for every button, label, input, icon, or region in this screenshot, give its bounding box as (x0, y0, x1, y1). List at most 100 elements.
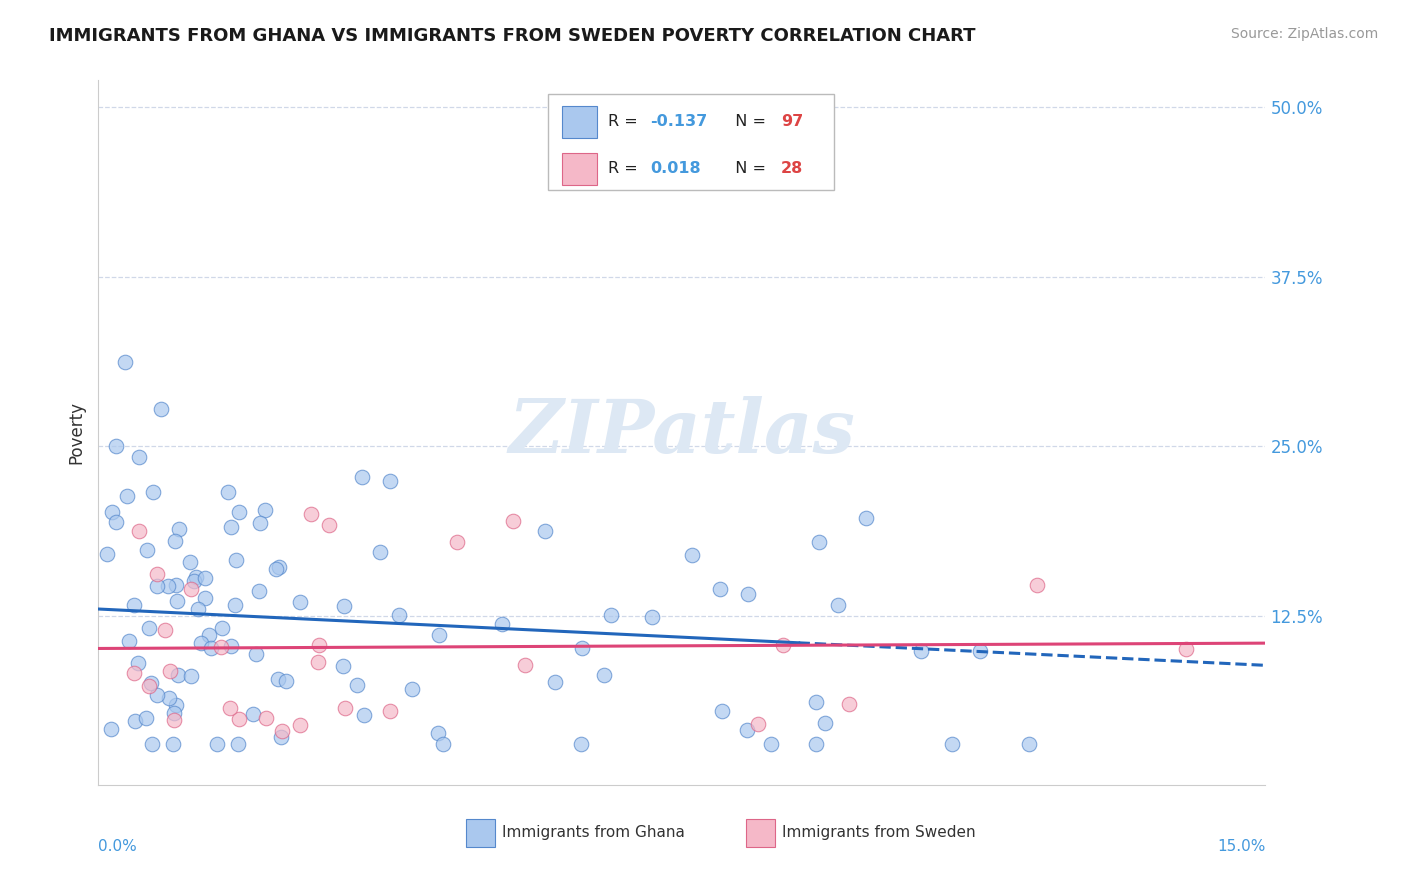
Text: R =: R = (609, 114, 644, 128)
Point (207, 737, 229, 751)
Point (165, 578, 187, 592)
Y-axis label: Poverty: Poverty (67, 401, 86, 464)
Point (184, 570, 207, 584)
Point (515, 657, 537, 672)
Point (332, 658, 354, 673)
Point (270, 731, 292, 745)
Point (307, 655, 329, 669)
Point (534, 524, 557, 538)
Text: N =: N = (725, 161, 772, 177)
Point (254, 711, 277, 725)
Point (401, 682, 423, 697)
Point (807, 535, 830, 549)
Point (163, 706, 186, 721)
Point (299, 507, 322, 521)
Point (806, 694, 828, 708)
Point (228, 505, 250, 519)
Point (681, 548, 703, 562)
Point (368, 545, 391, 559)
Bar (465, 819, 495, 847)
Text: 0.018: 0.018 (651, 161, 702, 177)
Point (211, 640, 233, 654)
Text: R =: R = (609, 161, 644, 177)
Text: 28: 28 (782, 161, 803, 177)
Text: IMMIGRANTS FROM GHANA VS IMMIGRANTS FROM SWEDEN POVERTY CORRELATION CHART: IMMIGRANTS FROM GHANA VS IMMIGRANTS FROM… (49, 27, 976, 45)
Point (1018, 737, 1040, 751)
Point (167, 522, 190, 536)
Point (136, 543, 159, 558)
Point (105, 439, 128, 453)
Point (150, 401, 173, 416)
Point (163, 713, 186, 727)
Point (432, 737, 454, 751)
Bar (548, 95, 834, 189)
Point (138, 621, 160, 635)
Point (146, 579, 169, 593)
Point (211, 621, 233, 635)
Point (228, 712, 250, 726)
Point (569, 737, 592, 751)
Point (427, 628, 450, 642)
Point (502, 514, 524, 528)
Point (388, 607, 411, 622)
Point (165, 698, 187, 713)
Point (218, 701, 240, 715)
Point (166, 594, 188, 608)
Point (224, 599, 246, 613)
Point (353, 708, 375, 723)
Point (124, 598, 146, 612)
Point (96, 547, 118, 561)
Point (491, 616, 513, 631)
Point (194, 591, 217, 606)
Point (308, 638, 330, 652)
Point (747, 717, 769, 731)
Point (814, 715, 837, 730)
Point (225, 553, 247, 567)
Point (969, 644, 991, 658)
Point (266, 562, 288, 576)
Point (290, 717, 312, 731)
Point (247, 583, 270, 598)
Point (332, 599, 354, 614)
Point (641, 609, 664, 624)
Point (179, 555, 201, 569)
Point (378, 474, 401, 488)
Point (242, 707, 264, 722)
Point (142, 485, 165, 500)
Point (380, 704, 402, 718)
Point (141, 737, 163, 751)
Point (735, 723, 758, 737)
Text: -0.137: -0.137 (651, 114, 707, 128)
Point (101, 504, 124, 518)
Point (128, 524, 150, 538)
Text: Immigrants from Ghana: Immigrants from Ghana (502, 825, 685, 840)
Point (159, 664, 181, 678)
Point (219, 520, 242, 534)
Point (100, 722, 122, 736)
Point (270, 723, 292, 738)
Point (544, 674, 567, 689)
Bar (747, 819, 775, 847)
Point (162, 737, 184, 751)
Point (1026, 578, 1049, 592)
Point (593, 668, 616, 682)
Point (194, 571, 217, 585)
Point (318, 517, 340, 532)
Point (804, 737, 827, 751)
Text: Immigrants from Sweden: Immigrants from Sweden (782, 825, 976, 840)
Bar (562, 106, 596, 137)
Point (146, 566, 169, 581)
Point (352, 470, 374, 484)
Point (124, 665, 146, 680)
Point (838, 697, 860, 711)
Point (245, 647, 267, 661)
Point (146, 688, 169, 702)
Point (138, 679, 160, 693)
Point (910, 644, 932, 658)
Point (290, 595, 312, 609)
Point (446, 535, 468, 549)
Point (226, 737, 249, 751)
Point (115, 489, 138, 503)
Point (274, 673, 297, 688)
Point (180, 669, 202, 683)
